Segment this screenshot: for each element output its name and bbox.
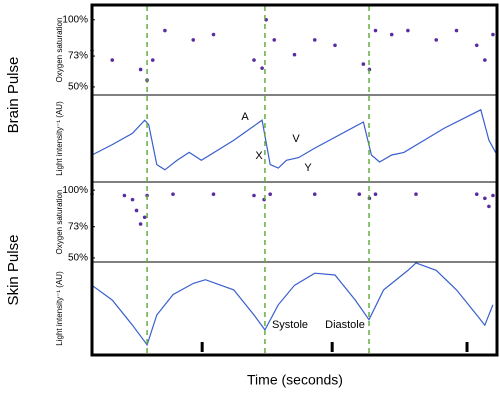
- saturation-point: [211, 32, 216, 37]
- saturation-point: [414, 192, 418, 197]
- saturation-point: [134, 208, 139, 213]
- pulse-line: [91, 108, 498, 171]
- saturation-point: [333, 43, 337, 48]
- saturation-point: [138, 222, 143, 226]
- saturation-point: [373, 28, 378, 33]
- saturation-point: [163, 28, 167, 33]
- saturation-point: [406, 28, 410, 33]
- saturation-point: [357, 192, 362, 197]
- saturation-point: [252, 58, 256, 62]
- saturation-point: [292, 52, 297, 57]
- saturation-point: [312, 192, 317, 197]
- saturation-point: [373, 192, 378, 197]
- pulse-line: [91, 262, 494, 347]
- saturation-point: [110, 58, 115, 62]
- annotation: Diastole: [325, 319, 365, 331]
- saturation-point: [474, 43, 479, 48]
- y-axis-label: Light intensity⁻¹ (AU): [55, 101, 64, 176]
- saturation-point: [491, 32, 495, 37]
- row-label: Brain Pulse: [5, 57, 22, 134]
- y-tick-label: 100%: [62, 14, 88, 25]
- saturation-point: [268, 192, 273, 197]
- y-axis-label: Light intensity⁻¹ (AU): [55, 271, 64, 346]
- saturation-point: [171, 192, 175, 197]
- saturation-point: [434, 38, 439, 42]
- saturation-point: [361, 62, 366, 66]
- saturation-point: [130, 197, 135, 202]
- y-tick-label: 73%: [68, 51, 88, 62]
- frame: [90, 3, 499, 357]
- saturation-point: [483, 196, 487, 201]
- x-axis-label: Time (seconds): [247, 372, 343, 388]
- saturation-point: [191, 38, 196, 42]
- saturation-point: [487, 204, 491, 209]
- annotation: Systole: [272, 319, 308, 331]
- saturation-point: [122, 193, 127, 198]
- saturation-point: [491, 193, 495, 198]
- saturation-point: [474, 192, 479, 197]
- saturation-point: [150, 58, 155, 62]
- annotation: X: [255, 150, 263, 162]
- saturation-point: [272, 38, 277, 42]
- y-tick-label: 50%: [68, 253, 88, 264]
- saturation-point: [454, 28, 459, 33]
- y-tick-label: 100%: [62, 185, 88, 196]
- saturation-point: [312, 38, 317, 42]
- saturation-point: [142, 215, 147, 220]
- saturation-point: [138, 67, 143, 72]
- y-tick-label: 73%: [68, 221, 88, 232]
- saturation-point: [260, 66, 264, 70]
- saturation-point: [252, 193, 256, 198]
- annotation: V: [292, 133, 300, 145]
- y-axis-label: Oxygen saturation: [55, 190, 64, 255]
- annotation: A: [241, 111, 249, 123]
- saturation-point: [211, 192, 216, 197]
- annotation: Y: [304, 162, 312, 174]
- y-tick-label: 50%: [68, 82, 88, 93]
- y-axis-label: Oxygen saturation: [55, 18, 64, 83]
- row-label: Skin Pulse: [5, 235, 22, 306]
- saturation-point: [483, 58, 487, 62]
- saturation-point: [389, 32, 394, 37]
